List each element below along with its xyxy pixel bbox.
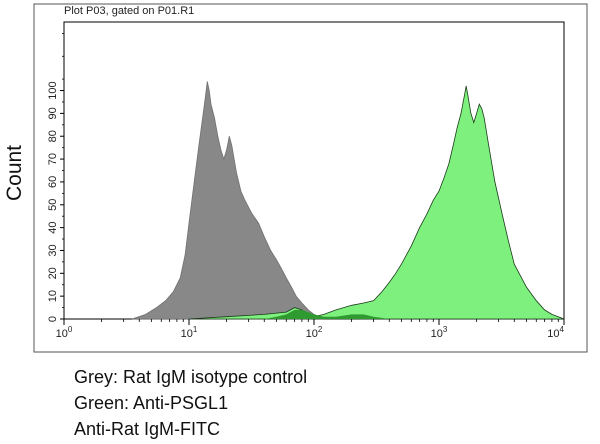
x-tick-label: 101 — [181, 325, 198, 340]
x-tick-label: 102 — [306, 325, 323, 340]
x-axis: 100 101 102 103 104 — [56, 319, 565, 340]
y-tick-label: 60 — [47, 176, 59, 188]
legend-line-grey: Grey: Rat IgM isotype control — [74, 367, 308, 387]
outer-frame — [33, 3, 588, 353]
y-tick-label: 70 — [47, 153, 59, 165]
overlap-region — [264, 309, 390, 319]
series-layer — [131, 81, 565, 320]
x-tick-label: 100 — [56, 325, 73, 340]
y-axis: 0 10 20 30 40 50 60 70 80 90 100 — [47, 33, 64, 322]
y-tick-label: 40 — [47, 221, 59, 233]
y-tick-label: 10 — [47, 290, 59, 302]
y-tick-label: 20 — [47, 267, 59, 279]
y-tick-label: 90 — [47, 107, 59, 119]
legend-line-green: Green: Anti-PSGL1 — [74, 393, 229, 413]
y-tick-label: 80 — [47, 130, 59, 142]
y-tick-label: 50 — [47, 199, 59, 211]
y-tick-label: 30 — [47, 244, 59, 256]
x-tick-label: 104 — [547, 325, 564, 340]
x-tick-label: 103 — [431, 325, 448, 340]
anti-psgl1-histogram — [188, 85, 565, 320]
histogram-chart: 0 10 20 30 40 50 60 70 80 90 100 100 101 102 103 104 — [33, 3, 588, 353]
legend-text: Grey: Rat IgM isotype control Green: Ant… — [74, 364, 307, 442]
isotype-control-histogram — [131, 81, 325, 320]
y-tick-label: 0 — [47, 316, 59, 322]
plot-title: Plot P03, gated on P01.R1 — [64, 5, 195, 17]
y-tick-label: 100 — [47, 81, 59, 99]
legend-line-antibody: Anti-Rat IgM-FITC — [74, 419, 221, 439]
